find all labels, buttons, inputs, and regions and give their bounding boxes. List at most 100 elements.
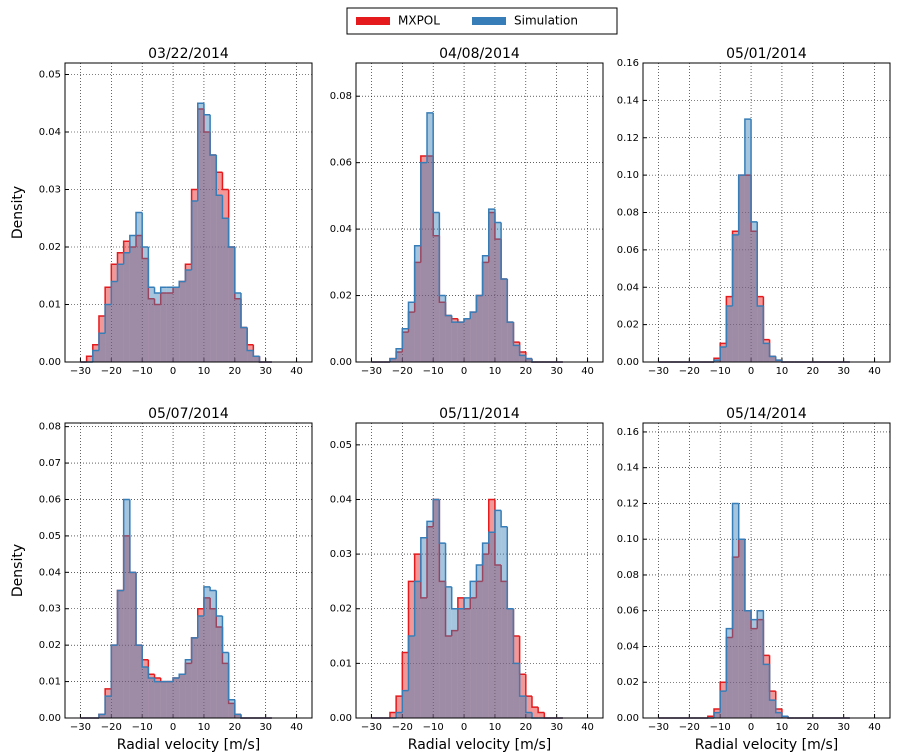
bar-outline <box>713 711 721 718</box>
bar <box>769 356 776 362</box>
bar <box>439 581 446 718</box>
plot-frame <box>355 422 604 719</box>
bar-outline <box>227 189 235 248</box>
bar <box>507 608 514 718</box>
bar <box>507 322 514 362</box>
bar-outline <box>781 709 789 717</box>
bar <box>744 610 752 718</box>
y-tick-label: 0.07 <box>39 458 61 469</box>
bar-outline <box>240 298 248 329</box>
y-tick-label: 0.02 <box>617 320 639 331</box>
y-tick-label: 0.16 <box>617 58 639 69</box>
bar-outline <box>215 155 223 173</box>
bar <box>396 352 403 362</box>
bar <box>714 712 721 718</box>
bar <box>488 499 495 718</box>
bar-outline <box>197 615 204 638</box>
bar-outline <box>756 221 764 307</box>
bar-outline <box>450 315 458 320</box>
bar <box>173 287 180 362</box>
x-tick-label: −10 <box>132 366 153 377</box>
bar-outline <box>469 311 477 319</box>
x-tick-label: −10 <box>710 722 731 733</box>
bar-outline <box>481 254 489 296</box>
bar <box>154 304 161 362</box>
bar-outline <box>407 635 415 691</box>
bar <box>482 262 489 362</box>
bar <box>525 696 532 718</box>
bar-outline <box>438 499 446 544</box>
y-tick-label: 0.00 <box>617 713 639 724</box>
bar-outline <box>252 350 260 357</box>
bar-outline <box>725 305 733 348</box>
bar <box>482 543 489 718</box>
bar-outline <box>159 286 167 293</box>
bar <box>445 636 452 718</box>
bar <box>433 212 440 362</box>
bar-outline <box>110 280 118 305</box>
bar-outline <box>713 359 721 362</box>
bar-outline <box>531 696 539 708</box>
bar <box>222 218 229 362</box>
bar <box>210 155 217 362</box>
bar <box>402 328 409 362</box>
bar-outline <box>768 655 776 692</box>
x-tick-label: −30 <box>648 366 669 377</box>
y-tick-label: 0.04 <box>39 127 61 138</box>
x-tick-label: 20 <box>806 366 819 377</box>
bar <box>720 691 727 718</box>
bar <box>757 296 764 362</box>
bar <box>501 526 508 718</box>
bar <box>738 175 745 362</box>
bar <box>166 293 174 362</box>
y-tick-label: 0.04 <box>39 567 61 578</box>
plot-frame <box>642 62 891 363</box>
bar <box>757 305 764 362</box>
bar <box>751 221 758 362</box>
bar-outline <box>512 608 520 665</box>
x-tick-label: 30 <box>259 366 272 377</box>
y-tick-label: 0.14 <box>617 463 639 474</box>
bar <box>191 201 198 362</box>
bar-outline <box>518 345 526 357</box>
x-tick-label: 20 <box>519 722 532 733</box>
y-tick-label: 0.00 <box>330 357 352 368</box>
bar <box>519 355 526 362</box>
x-tick-label: 10 <box>489 366 502 377</box>
bar-outline <box>395 695 403 713</box>
y-tick-label: 0.05 <box>39 70 61 81</box>
x-tick-label: 40 <box>290 366 303 377</box>
x-axis-label: Radial velocity [m/s] <box>117 737 260 753</box>
bar <box>396 348 403 362</box>
bar-outline <box>227 218 235 248</box>
bar <box>129 572 137 718</box>
bar <box>488 209 495 362</box>
bar-outline <box>438 235 446 303</box>
x-tick-label: −30 <box>361 366 382 377</box>
y-axis-label: Density <box>10 186 26 239</box>
subplot-title: 05/11/2014 <box>439 406 520 422</box>
bar-outline <box>768 664 776 701</box>
y-tick-label: 0.00 <box>39 713 61 724</box>
y-tick-label: 0.04 <box>330 494 352 505</box>
bar <box>253 356 260 362</box>
bar-outline <box>252 344 260 357</box>
bar-outline <box>450 629 458 637</box>
bar-outline <box>407 580 415 653</box>
bar <box>136 645 143 718</box>
bar-outline <box>389 711 397 718</box>
y-tick-label: 0.08 <box>617 208 639 219</box>
bar <box>160 293 167 362</box>
x-tick-label: 10 <box>489 722 502 733</box>
bar-outline <box>432 112 440 214</box>
bar <box>525 712 532 718</box>
bar <box>203 586 211 718</box>
bar-outline <box>469 580 477 598</box>
x-tick-label: 40 <box>581 366 594 377</box>
bar <box>781 716 789 718</box>
x-tick-label: −20 <box>101 366 122 377</box>
bar <box>488 212 495 362</box>
bar-outline <box>401 689 409 713</box>
x-tick-label: 0 <box>461 366 467 377</box>
